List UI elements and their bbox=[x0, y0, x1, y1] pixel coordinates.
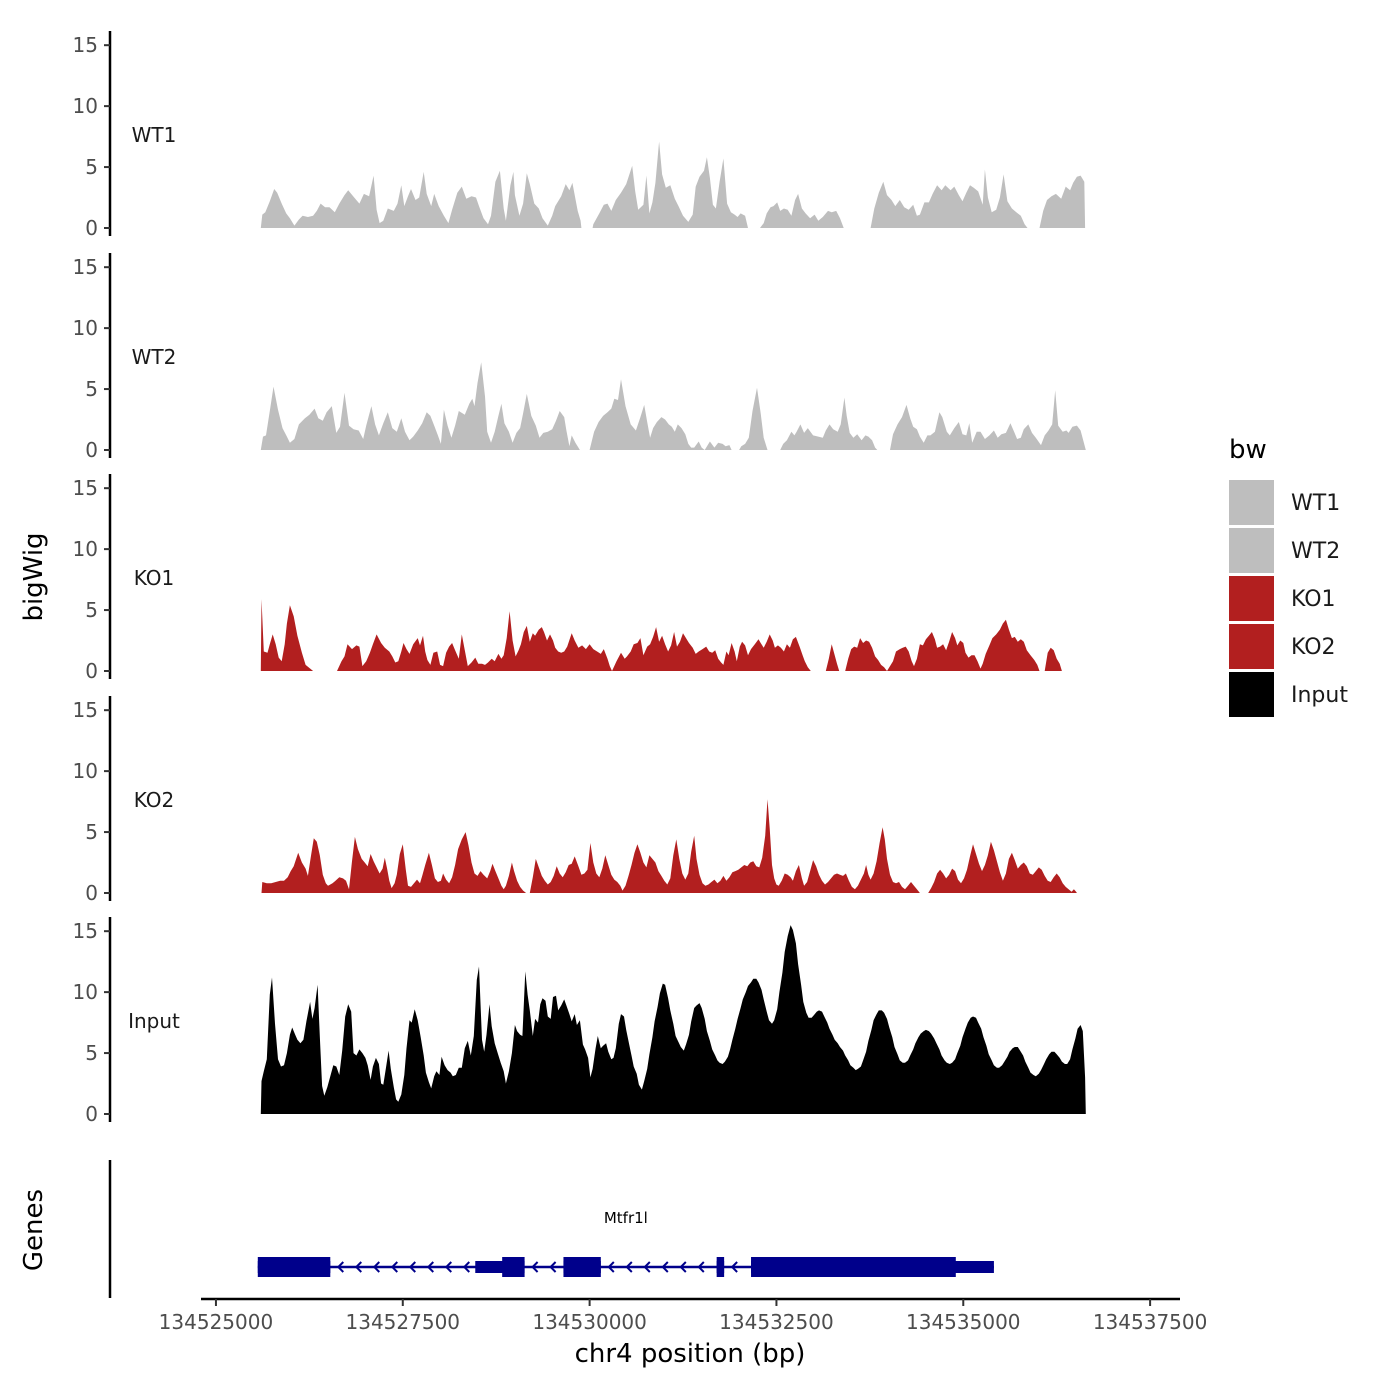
gene-exon-cds bbox=[751, 1257, 956, 1277]
x-tick-label: 134532500 bbox=[719, 1310, 834, 1334]
legend-swatch bbox=[1229, 528, 1274, 573]
y-tick-label: 5 bbox=[85, 820, 98, 844]
strand-arrow bbox=[607, 1261, 615, 1273]
track-label: WT1 bbox=[132, 123, 177, 147]
track-area-wt1 bbox=[260, 141, 1086, 228]
legend: bw WT1 WT2 KO1 KO2 Input bbox=[1229, 435, 1348, 717]
track-area-ko1 bbox=[260, 599, 1062, 671]
y-tick-label: 15 bbox=[73, 476, 98, 500]
y-tick-label: 15 bbox=[73, 919, 98, 943]
y-tick-label: 0 bbox=[85, 881, 98, 905]
strand-arrow bbox=[730, 1261, 738, 1273]
strand-arrow bbox=[462, 1261, 470, 1273]
legend-item-ko2: KO2 bbox=[1229, 624, 1336, 669]
genes-panel-title: Genes bbox=[19, 1189, 49, 1271]
x-tick-label: 134537500 bbox=[1093, 1310, 1208, 1334]
track-label: KO1 bbox=[134, 566, 175, 590]
x-axis-title: chr4 position (bp) bbox=[575, 1339, 806, 1369]
y-tick-label: 5 bbox=[85, 598, 98, 622]
track-input: 0 5 10 15 Input bbox=[73, 917, 1086, 1126]
track-wt1: 0 5 10 15 WT1 bbox=[73, 31, 1086, 240]
legend-item-input: Input bbox=[1229, 672, 1348, 717]
y-tick-label: 10 bbox=[73, 537, 98, 561]
legend-swatch bbox=[1229, 576, 1274, 621]
strand-arrow bbox=[408, 1261, 416, 1273]
gene-exon-cds bbox=[563, 1257, 601, 1277]
x-tick-label: 134525000 bbox=[159, 1310, 274, 1334]
legend-item-wt1: WT1 bbox=[1229, 480, 1340, 525]
track-wt2: 0 5 10 15 WT2 bbox=[73, 253, 1086, 462]
x-tick-label: 134527500 bbox=[346, 1310, 461, 1334]
legend-label: Input bbox=[1291, 683, 1348, 708]
strand-arrow bbox=[444, 1261, 452, 1273]
y-tick-label: 0 bbox=[85, 659, 98, 683]
y-axis-title: bigWig bbox=[19, 532, 49, 621]
strand-arrow bbox=[336, 1261, 344, 1273]
legend-label: KO1 bbox=[1291, 587, 1336, 612]
y-tick-label: 10 bbox=[73, 980, 98, 1004]
strand-arrow bbox=[697, 1261, 705, 1273]
track-label: Input bbox=[128, 1009, 180, 1033]
legend-item-wt2: WT2 bbox=[1229, 528, 1340, 573]
strand-arrow bbox=[679, 1261, 687, 1273]
legend-item-ko1: KO1 bbox=[1229, 576, 1336, 621]
track-label: KO2 bbox=[134, 788, 175, 812]
gene-name-label: Mtfr1l bbox=[604, 1209, 648, 1227]
y-tick-label: 15 bbox=[73, 33, 98, 57]
track-ko2: 0 5 10 15 KO2 bbox=[73, 696, 1077, 905]
strand-arrow bbox=[661, 1261, 669, 1273]
y-tick-label: 10 bbox=[73, 94, 98, 118]
strand-arrow bbox=[531, 1261, 539, 1273]
strand-arrow bbox=[354, 1261, 362, 1273]
y-tick-label: 5 bbox=[85, 1041, 98, 1065]
gene-mtfr1l: Mtfr1l bbox=[257, 1209, 994, 1277]
gene-exon-cds bbox=[257, 1257, 331, 1277]
x-axis: 134525000 134527500 134530000 134532500 1345… bbox=[159, 1297, 1208, 1334]
legend-swatch bbox=[1229, 480, 1274, 525]
track-area-wt2 bbox=[260, 362, 1086, 450]
strand-arrow bbox=[372, 1261, 380, 1273]
y-tick-label: 0 bbox=[85, 1102, 98, 1126]
track-label: WT2 bbox=[132, 345, 177, 369]
y-tick-label: 5 bbox=[85, 377, 98, 401]
track-area-input bbox=[260, 925, 1086, 1114]
tracks-layer: 0 5 10 15 WT1 0 5 10 15 WT2 0 5 10 15 KO1 0 5 10 15 KO2 0 5 10… bbox=[73, 31, 1086, 1126]
strand-arrow bbox=[549, 1261, 557, 1273]
gene-exon-cds bbox=[716, 1257, 725, 1277]
y-tick-label: 15 bbox=[73, 698, 98, 722]
strand-arrow bbox=[625, 1261, 633, 1273]
track-ko1: 0 5 10 15 KO1 bbox=[73, 474, 1062, 683]
genes-panel: Mtfr1l bbox=[108, 1160, 994, 1298]
legend-label: KO2 bbox=[1291, 635, 1336, 660]
legend-swatch bbox=[1229, 624, 1274, 669]
y-tick-label: 15 bbox=[73, 255, 98, 279]
strand-arrow bbox=[643, 1261, 651, 1273]
strand-arrow bbox=[426, 1261, 434, 1273]
gene-exon-cds bbox=[502, 1257, 525, 1277]
legend-label: WT2 bbox=[1291, 539, 1340, 564]
legend-title: bw bbox=[1229, 435, 1267, 465]
track-area-ko2 bbox=[261, 799, 1077, 893]
legend-swatch bbox=[1229, 672, 1274, 717]
strand-arrow bbox=[390, 1261, 398, 1273]
y-tick-label: 0 bbox=[85, 216, 98, 240]
y-tick-label: 10 bbox=[73, 759, 98, 783]
x-tick-label: 134530000 bbox=[532, 1310, 647, 1334]
y-tick-label: 5 bbox=[85, 155, 98, 179]
y-tick-label: 0 bbox=[85, 438, 98, 462]
legend-label: WT1 bbox=[1291, 491, 1340, 516]
x-tick-label: 134535000 bbox=[906, 1310, 1021, 1334]
y-tick-label: 10 bbox=[73, 316, 98, 340]
